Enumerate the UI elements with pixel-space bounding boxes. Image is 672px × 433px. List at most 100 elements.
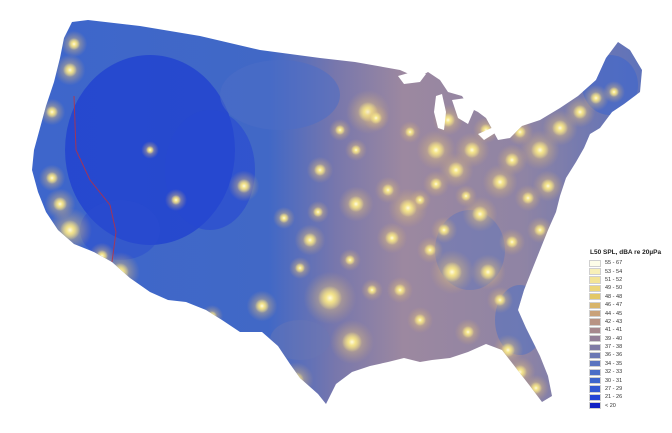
city-hotspot bbox=[279, 213, 289, 223]
legend-swatch bbox=[589, 259, 601, 267]
city-hotspot bbox=[303, 233, 317, 247]
city-hotspot bbox=[494, 294, 506, 306]
legend-label: 41 - 41 bbox=[605, 327, 623, 334]
city-hotspot bbox=[46, 106, 58, 118]
city-hotspot bbox=[255, 299, 269, 313]
rockies-quiet-zone bbox=[165, 110, 255, 230]
legend-swatch bbox=[589, 377, 601, 385]
city-hotspot bbox=[414, 314, 426, 326]
legend-label: 55 - 67 bbox=[605, 260, 623, 267]
city-hotspot bbox=[348, 196, 364, 212]
city-hotspot bbox=[313, 207, 323, 217]
legend-row: 42 - 43 bbox=[589, 318, 669, 326]
city-hotspot bbox=[534, 224, 546, 236]
legend-swatch bbox=[589, 301, 601, 309]
city-hotspot bbox=[530, 382, 542, 394]
legend-row: 37 - 38 bbox=[589, 343, 669, 351]
city-hotspot bbox=[207, 311, 217, 321]
legend-label: 36 - 36 bbox=[605, 352, 623, 359]
city-hotspot bbox=[424, 244, 436, 256]
lake-ontario bbox=[512, 108, 530, 116]
city-hotspot bbox=[345, 255, 355, 265]
legend-row: 32 - 33 bbox=[589, 368, 669, 376]
legend-rows: 55 - 67 53 - 54 51 - 52 49 - 50 48 - 48 46 - … bbox=[589, 259, 669, 410]
city-hotspot bbox=[430, 178, 442, 190]
lake-huron bbox=[452, 98, 474, 124]
city-hotspot bbox=[405, 127, 415, 137]
legend-row: 39 - 40 bbox=[589, 335, 669, 343]
legend-swatch bbox=[589, 326, 601, 334]
city-hotspot bbox=[531, 141, 549, 159]
city-hotspot bbox=[318, 286, 342, 310]
lake-superior bbox=[398, 72, 426, 84]
legend-row: 27 - 29 bbox=[589, 385, 669, 393]
city-hotspot bbox=[415, 195, 425, 205]
legend-row: 51 - 52 bbox=[589, 276, 669, 284]
legend-label: < 20 bbox=[605, 402, 616, 409]
legend-swatch bbox=[589, 309, 601, 318]
legend-row: 48 - 48 bbox=[589, 293, 669, 301]
legend-swatch bbox=[589, 368, 601, 376]
legend-label: 49 - 50 bbox=[605, 285, 623, 292]
legend-label: 48 - 48 bbox=[605, 293, 623, 300]
city-hotspot bbox=[513, 365, 527, 379]
legend-label: 46 - 47 bbox=[605, 302, 623, 309]
state-border-line bbox=[73, 95, 117, 263]
legend-label: 32 - 33 bbox=[605, 369, 623, 376]
city-hotspot bbox=[464, 142, 480, 158]
city-hotspot bbox=[609, 87, 619, 97]
legend-label: 21 - 26 bbox=[605, 394, 623, 401]
city-hotspot bbox=[472, 206, 488, 222]
city-hotspot bbox=[522, 192, 534, 204]
city-hotspot bbox=[514, 126, 526, 138]
legend-swatch bbox=[589, 393, 601, 402]
lake-michigan bbox=[434, 94, 446, 130]
city-hotspot bbox=[68, 38, 80, 50]
legend-row: 36 - 36 bbox=[589, 351, 669, 360]
northern-plains-zone bbox=[220, 60, 340, 130]
legend-label: 37 - 38 bbox=[605, 344, 623, 351]
city-hotspot bbox=[335, 125, 345, 135]
legend-swatch bbox=[589, 343, 601, 351]
legend-row: 55 - 67 bbox=[589, 259, 669, 267]
legend-label: 51 - 52 bbox=[605, 276, 623, 283]
legend-row: 30 - 31 bbox=[589, 376, 669, 385]
city-hotspot bbox=[382, 184, 394, 196]
legend-swatch bbox=[589, 318, 601, 326]
city-hotspot bbox=[63, 63, 77, 77]
legend-row: 34 - 35 bbox=[589, 360, 669, 368]
city-hotspot bbox=[506, 236, 518, 248]
legend-label: 42 - 43 bbox=[605, 318, 623, 325]
legend: L50 SPL, dBA re 20µPa 55 - 67 53 - 54 51 -… bbox=[589, 249, 669, 410]
legend-swatch bbox=[589, 385, 601, 393]
city-hotspot bbox=[111, 263, 129, 281]
lake-erie bbox=[478, 126, 500, 140]
city-hotspot bbox=[492, 174, 508, 190]
legend-row: 49 - 50 bbox=[589, 284, 669, 292]
city-hotspot bbox=[60, 220, 80, 240]
city-hotspot bbox=[427, 141, 445, 159]
legend-label: 34 - 35 bbox=[605, 360, 623, 367]
city-hotspot bbox=[342, 332, 362, 352]
city-noise-hotspots bbox=[38, 30, 625, 402]
city-hotspot bbox=[448, 162, 464, 178]
legend-label: 39 - 40 bbox=[605, 335, 623, 342]
city-hotspot bbox=[314, 164, 326, 176]
city-hotspot bbox=[442, 262, 462, 282]
city-hotspot bbox=[385, 231, 399, 245]
city-hotspot bbox=[237, 179, 251, 193]
city-hotspot bbox=[288, 372, 304, 388]
city-hotspot bbox=[53, 197, 67, 211]
city-hotspot bbox=[501, 343, 515, 357]
city-halo bbox=[278, 362, 314, 398]
legend-swatch bbox=[589, 335, 601, 343]
legend-swatch bbox=[589, 360, 601, 368]
legend-row: 46 - 47 bbox=[589, 301, 669, 309]
legend-title: L50 SPL, dBA re 20µPa bbox=[590, 249, 662, 256]
legend-swatch bbox=[589, 276, 601, 284]
legend-row: 44 - 45 bbox=[589, 309, 669, 318]
city-hotspot bbox=[461, 191, 471, 201]
city-halo bbox=[201, 305, 223, 327]
